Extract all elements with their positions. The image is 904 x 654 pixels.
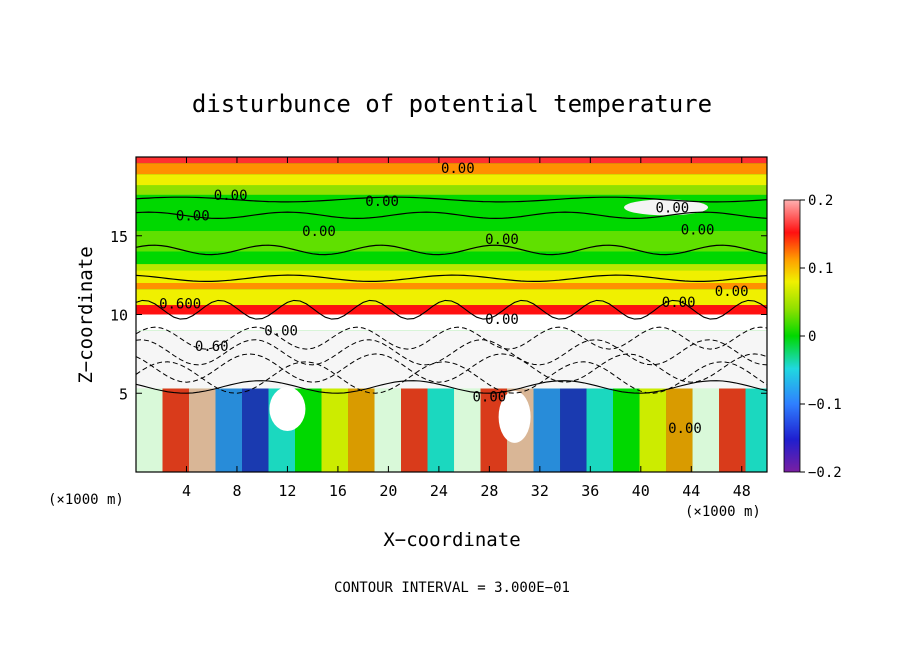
- field-band-1: [136, 163, 767, 175]
- colorbar-tick-label: 0: [808, 329, 816, 345]
- field-column-4: [242, 388, 269, 472]
- chart-title: disturbunce of potential temperature: [192, 90, 712, 118]
- field-column-12: [454, 388, 481, 472]
- contour-label: 0.00: [662, 295, 696, 311]
- field-column-22: [719, 388, 746, 472]
- x-tick-label: 28: [480, 482, 498, 500]
- contour-label: 0.00: [473, 389, 507, 405]
- contour-line: [136, 211, 767, 220]
- y-axis-ticks: 5 10 15: [110, 228, 767, 403]
- x-axis-label: X−coordinate: [383, 529, 520, 551]
- y-tick-label: 15: [110, 228, 128, 246]
- field-column-20: [666, 388, 693, 472]
- contour-label: 0.00: [264, 323, 298, 339]
- contour-label: 0.00: [681, 222, 715, 238]
- colorbar-tick-label: −0.1: [808, 397, 842, 413]
- field-column-8: [348, 388, 375, 472]
- contour-line: [136, 380, 767, 394]
- contour-label: 0.00: [365, 194, 399, 210]
- field-blob: [269, 387, 306, 431]
- field-band-8: [136, 289, 767, 306]
- contour-line: [136, 244, 767, 256]
- contour-line: [136, 274, 767, 282]
- x-tick-label: 24: [430, 482, 448, 500]
- colorbar-ticks: 0.2 0.1 0 −0.1 −0.2: [800, 193, 842, 481]
- field-column-1: [162, 388, 190, 472]
- field-column-10: [401, 388, 428, 472]
- y-tick-label: 5: [119, 385, 128, 403]
- x-axis-unit-left: (×1000 m): [48, 492, 124, 508]
- contour-label: 0.600: [159, 296, 201, 312]
- contour-interval-note: CONTOUR INTERVAL = 3.000E−01: [334, 580, 570, 596]
- field-column-15: [533, 388, 561, 472]
- contour-label: 0.00: [441, 161, 475, 177]
- field-blob: [624, 199, 709, 216]
- field-blob: [498, 390, 531, 443]
- y-tick-label: 10: [110, 307, 128, 325]
- field-column-9: [374, 388, 402, 472]
- x-tick-label: 8: [232, 482, 241, 500]
- x-tick-label: 36: [581, 482, 599, 500]
- field-column-21: [692, 388, 720, 472]
- field-layer: [136, 157, 767, 472]
- colorbar-tick-label: 0.2: [808, 193, 833, 209]
- field-band-10: [136, 314, 767, 331]
- field-band-9: [136, 305, 767, 315]
- colorbar: [783, 199, 801, 473]
- field-column-16: [560, 388, 587, 472]
- field-band-2: [136, 174, 767, 186]
- y-axis-label: Z−coordinate: [75, 246, 97, 383]
- field-band-6: [136, 270, 767, 283]
- field-column-0: [136, 388, 163, 472]
- contour-line-negative: [136, 353, 767, 383]
- contour-label: 0.00: [655, 200, 689, 216]
- field-band-3: [136, 185, 767, 195]
- contour-label: 0.00: [485, 232, 519, 248]
- x-tick-label: 44: [682, 482, 700, 500]
- field-column-2: [189, 388, 216, 472]
- contour-layer: [136, 196, 767, 394]
- x-tick-label: 48: [733, 482, 751, 500]
- contour-label: 0.00: [715, 284, 749, 300]
- field-column-7: [321, 388, 349, 472]
- contour-label: 0.00: [176, 208, 210, 224]
- x-tick-label: 32: [531, 482, 549, 500]
- contour-label-layer: 0.000.00 0.000.00 0.000.00 0.000.000.000.00…: [159, 161, 748, 437]
- contour-label: 0.00: [214, 188, 248, 204]
- field-band-7: [136, 283, 767, 290]
- field-column-17: [586, 388, 614, 472]
- x-axis-unit-right: (×1000 m): [685, 504, 761, 520]
- field-band-11: [136, 330, 767, 389]
- contour-label: 0.00: [485, 312, 519, 328]
- x-tick-label: 20: [379, 482, 397, 500]
- field-column-18: [613, 388, 640, 472]
- contour-label: 0.00: [302, 224, 336, 240]
- contour-line-negative: [136, 326, 767, 350]
- field-column-11: [427, 388, 455, 472]
- contour-line: [136, 299, 767, 320]
- field-band-4: [136, 231, 767, 252]
- x-tick-label: 4: [182, 482, 191, 500]
- contour-line: [136, 196, 767, 203]
- contour-line-negative: [136, 361, 767, 394]
- field-column-19: [639, 388, 667, 472]
- field-column-23: [745, 388, 767, 472]
- contour-label: 0.60: [195, 339, 229, 355]
- plot-area: 0.000.00 0.000.00 0.000.00 0.000.000.000.00…: [136, 157, 767, 472]
- colorbar-tick-label: −0.2: [808, 465, 842, 481]
- x-tick-label: 12: [278, 482, 296, 500]
- colorbar-tick-label: 0.1: [808, 261, 833, 277]
- x-axis-ticks: 4 8 12 16 20 24 28 32 36 40 44 48: [182, 157, 751, 500]
- x-tick-label: 40: [632, 482, 650, 500]
- field-band-0: [136, 157, 767, 164]
- field-band-5: [136, 264, 767, 271]
- x-tick-label: 16: [329, 482, 347, 500]
- field-column-3: [215, 388, 243, 472]
- contour-label: 0.00: [668, 421, 702, 437]
